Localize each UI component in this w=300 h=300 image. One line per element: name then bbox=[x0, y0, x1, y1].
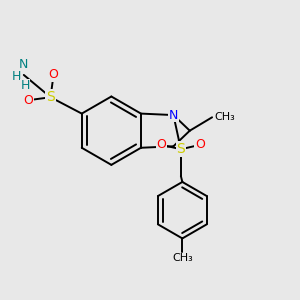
Text: CH₃: CH₃ bbox=[172, 253, 193, 263]
Text: O: O bbox=[195, 138, 205, 151]
Text: N: N bbox=[169, 109, 178, 122]
Text: N: N bbox=[19, 58, 28, 71]
Text: S: S bbox=[176, 142, 185, 156]
Text: S: S bbox=[46, 90, 55, 104]
Text: O: O bbox=[157, 138, 166, 151]
Text: O: O bbox=[49, 68, 58, 82]
Text: O: O bbox=[23, 94, 33, 107]
Text: CH₃: CH₃ bbox=[214, 112, 235, 122]
Text: H: H bbox=[12, 70, 21, 83]
Text: H: H bbox=[21, 80, 30, 92]
